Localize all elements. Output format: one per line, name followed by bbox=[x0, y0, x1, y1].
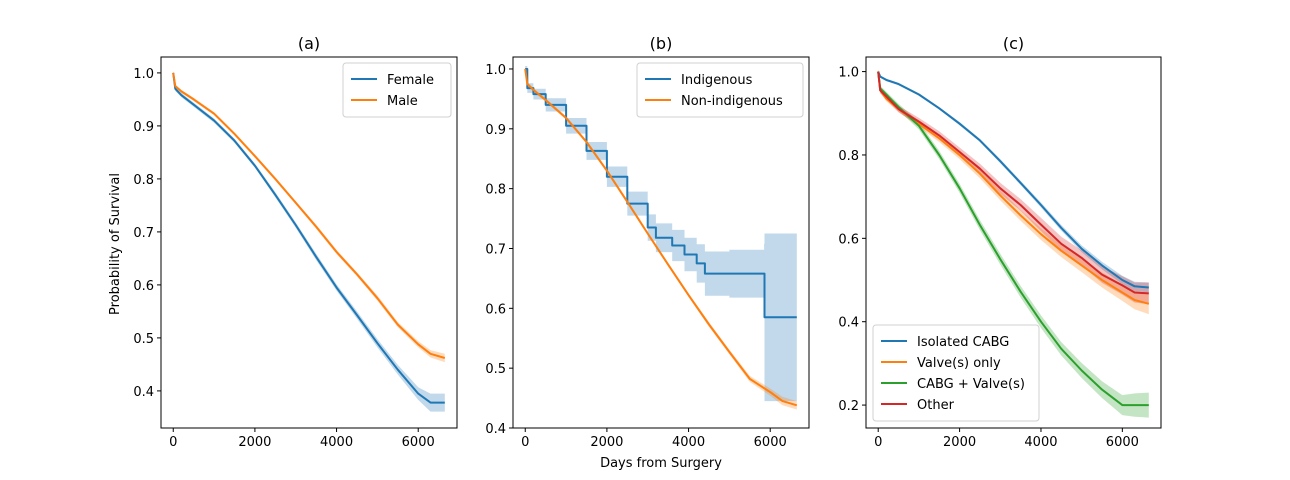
legend-label: Female bbox=[387, 73, 434, 88]
x-tick-label: 2000 bbox=[590, 435, 623, 450]
y-tick-label: 0.2 bbox=[838, 399, 859, 414]
legend-box bbox=[872, 324, 1040, 422]
y-tick-label: 0.4 bbox=[485, 422, 506, 437]
x-tick-label: 4000 bbox=[1024, 435, 1057, 450]
legend-label: CABG + Valve(s) bbox=[917, 377, 1025, 392]
panel-a-title: (a) bbox=[298, 34, 320, 53]
axes-frame bbox=[512, 56, 810, 429]
y-tick-label: 0.6 bbox=[133, 279, 154, 294]
y-tick-label: 0.9 bbox=[133, 120, 154, 135]
x-tick-label: 0 bbox=[874, 435, 882, 450]
x-tick-label: 6000 bbox=[402, 435, 435, 450]
y-tick-label: 0.8 bbox=[133, 173, 154, 188]
x-tick-label: 2000 bbox=[238, 435, 271, 450]
panel-c: (c) 0 2000 4000 6000 0.2 0.4 0.6 0.8 1.0 Isolated… bbox=[838, 34, 1162, 450]
series-line-1 bbox=[877, 71, 1149, 289]
panel-c-title: (c) bbox=[1003, 34, 1024, 53]
x-tick-label: 6000 bbox=[754, 435, 787, 450]
panel-b-title: (b) bbox=[650, 34, 673, 53]
y-tick-label: 0.5 bbox=[485, 362, 506, 377]
ci-band-2 bbox=[878, 69, 1149, 315]
ci-band-1 bbox=[173, 70, 445, 412]
panel-b: (b) 0 2000 4000 6000 0.4 0.5 0.6 0.7 0.8 0.9 1.0 In… bbox=[485, 34, 810, 450]
legend: Indigenous Non-indigenous bbox=[636, 62, 804, 118]
y-tick-label: 0.8 bbox=[838, 149, 859, 164]
legend-label: Non-indigenous bbox=[681, 94, 783, 109]
x-axis-label: Days from Surgery bbox=[600, 456, 722, 471]
legend-box bbox=[636, 62, 804, 118]
legend-label: Other bbox=[917, 398, 955, 413]
y-tick-label: 1.0 bbox=[133, 67, 154, 82]
y-tick-label: 0.7 bbox=[133, 226, 154, 241]
legend: Isolated CABG Valve(s) only CABG + Valve(s… bbox=[872, 324, 1040, 422]
x-tick-label: 4000 bbox=[320, 435, 353, 450]
series-line-1 bbox=[172, 72, 445, 404]
y-axis-label: Probability of Survival bbox=[108, 173, 123, 315]
series-line-2 bbox=[172, 72, 446, 359]
y-tick-label: 0.8 bbox=[485, 183, 506, 198]
y-tick-label: 0.6 bbox=[485, 302, 506, 317]
x-tick-label: 0 bbox=[169, 435, 177, 450]
legend: Female Male bbox=[342, 62, 452, 118]
panel-a: (a) 0 2000 4000 6000 0.4 0.5 0.6 0.7 0.8 0.9 1.0 Fe… bbox=[133, 34, 458, 450]
y-tick-label: 0.5 bbox=[133, 332, 154, 347]
legend-label: Male bbox=[387, 94, 418, 109]
y-tick-label: 1.0 bbox=[838, 66, 859, 81]
x-tick-label: 2000 bbox=[943, 435, 976, 450]
x-tick-label: 0 bbox=[521, 435, 529, 450]
legend-label: Valve(s) only bbox=[917, 356, 1001, 371]
legend-label: Indigenous bbox=[681, 73, 753, 88]
y-tick-label: 1.0 bbox=[485, 63, 506, 78]
series-line-1 bbox=[525, 68, 797, 319]
axes-frame bbox=[865, 56, 1162, 429]
y-tick-label: 0.4 bbox=[133, 385, 154, 400]
series-line-4 bbox=[877, 71, 1149, 295]
series-line-3 bbox=[877, 71, 1149, 407]
series-line-2 bbox=[524, 68, 798, 407]
legend-box bbox=[342, 62, 452, 118]
axes-frame bbox=[160, 56, 458, 429]
legend-label: Isolated CABG bbox=[917, 335, 1009, 350]
ci-band-1 bbox=[878, 70, 1149, 293]
x-tick-label: 6000 bbox=[1106, 435, 1139, 450]
y-tick-label: 0.4 bbox=[838, 316, 859, 331]
y-tick-label: 0.6 bbox=[838, 232, 859, 247]
y-tick-label: 0.9 bbox=[485, 123, 506, 138]
x-tick-label: 4000 bbox=[672, 435, 705, 450]
y-tick-label: 0.7 bbox=[485, 242, 506, 257]
